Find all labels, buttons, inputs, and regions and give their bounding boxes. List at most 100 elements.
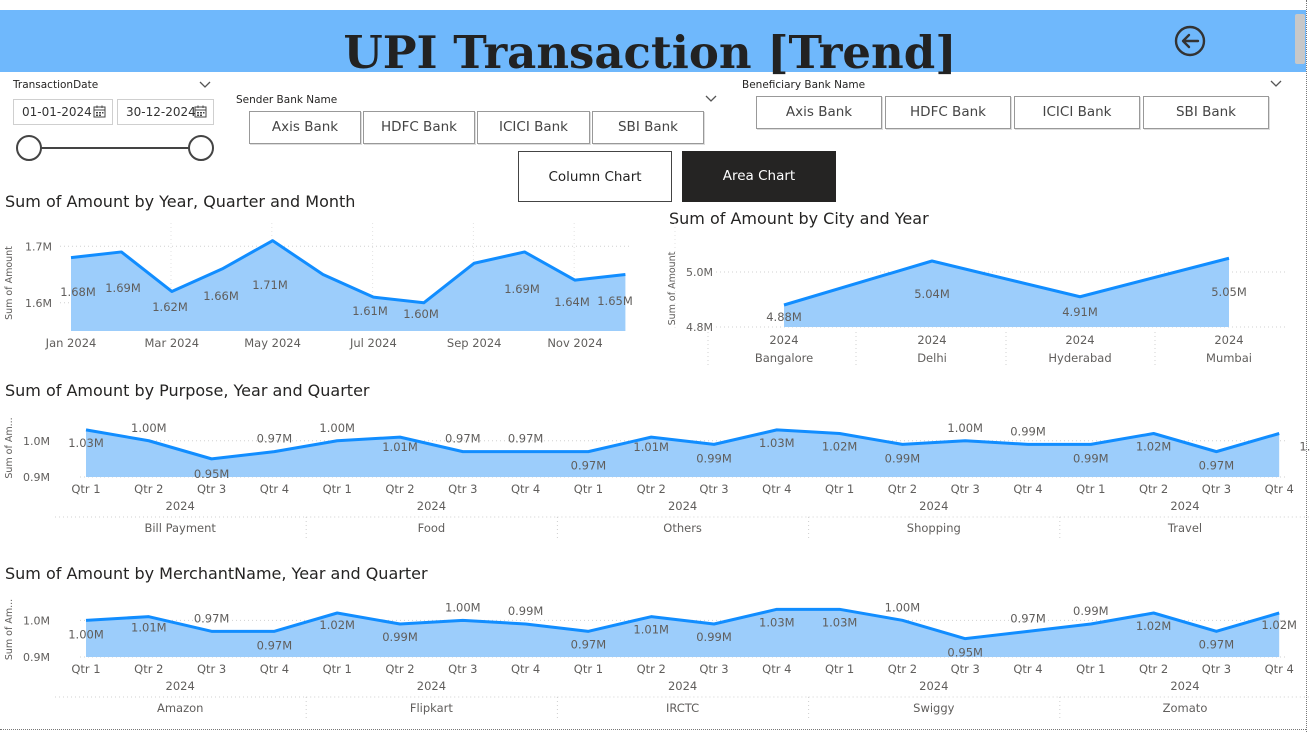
data-label: 1.01M bbox=[633, 623, 669, 637]
sender-bank-option[interactable]: ICICI Bank bbox=[477, 111, 590, 144]
x-group-label: Swiggy bbox=[913, 701, 955, 715]
x-category-label: Bangalore bbox=[755, 351, 813, 365]
x-tick-label: Qtr 3 bbox=[448, 662, 477, 676]
x-year-label: 2024 bbox=[166, 679, 195, 693]
x-tick-label: Qtr 1 bbox=[825, 662, 854, 676]
header-banner: UPI Transaction [Trend] bbox=[0, 10, 1306, 79]
data-label: 1.66M bbox=[203, 289, 239, 303]
data-label: 1.00M bbox=[68, 627, 104, 641]
area-fill bbox=[784, 258, 1229, 327]
y-tick-label: 0.9M bbox=[23, 471, 50, 484]
x-tick-label: Qtr 3 bbox=[1202, 482, 1231, 496]
sender-bank-option[interactable]: Axis Bank bbox=[249, 111, 361, 144]
column-chart-button[interactable]: Column Chart bbox=[518, 151, 672, 202]
data-label: 1.01M bbox=[633, 440, 669, 454]
y-tick-label: 0.9M bbox=[23, 651, 50, 664]
x-year-label: 2024 bbox=[919, 499, 948, 513]
calendar-icon[interactable] bbox=[93, 105, 106, 118]
data-label: 0.95M bbox=[947, 646, 983, 660]
data-label: 1.00M bbox=[947, 421, 983, 435]
beneficiary-bank-option[interactable]: SBI Bank bbox=[1143, 96, 1269, 129]
x-tick-label: Qtr 3 bbox=[951, 482, 980, 496]
data-label: 1.61M bbox=[352, 304, 388, 318]
data-label: 0.95M bbox=[194, 467, 230, 481]
beneficiary-bank-option[interactable]: HDFC Bank bbox=[885, 96, 1011, 129]
x-tick-label: Qtr 3 bbox=[448, 482, 477, 496]
x-tick-label: 2024 bbox=[769, 333, 798, 347]
chevron-down-icon[interactable] bbox=[705, 95, 717, 103]
data-label: 1.02M bbox=[1136, 619, 1172, 633]
x-tick-label: Jul 2024 bbox=[349, 336, 397, 350]
data-label: 1.69M bbox=[504, 282, 540, 296]
chart-title-purpose: Sum of Amount by Purpose, Year and Quart… bbox=[5, 381, 370, 400]
data-label: 1.03M bbox=[759, 436, 795, 450]
x-tick-label: Qtr 4 bbox=[511, 482, 540, 496]
data-label: 0.99M bbox=[1073, 604, 1109, 618]
date-range-slider-track[interactable] bbox=[29, 147, 201, 149]
end-date-value: 30-12-2024 bbox=[126, 105, 196, 119]
x-tick-label: Qtr 3 bbox=[699, 662, 728, 676]
area-chart-by-month: 1.7M 1.6M Sum of Amount 1.68M 1.69M 1.62M 1.66… bbox=[4, 223, 676, 350]
data-label: 1.60M bbox=[403, 307, 439, 321]
date-range-end-handle[interactable] bbox=[188, 135, 214, 161]
area-chart-by-city: 5.0M 4.8M Sum of Amount 4.88M 5.04M 4.91M 5.05… bbox=[667, 251, 1285, 366]
beneficiary-bank-option[interactable]: ICICI Bank bbox=[1014, 96, 1140, 129]
end-date-input[interactable]: 30-12-2024 bbox=[117, 99, 214, 125]
data-label: 0.99M bbox=[885, 451, 921, 465]
data-label: 1.64M bbox=[554, 295, 590, 309]
x-tick-label: 2024 bbox=[1214, 333, 1243, 347]
back-button[interactable] bbox=[1174, 25, 1206, 57]
chart-title-city: Sum of Amount by City and Year bbox=[669, 209, 929, 228]
x-tick-label: Qtr 3 bbox=[699, 482, 728, 496]
x-tick-label: Nov 2024 bbox=[547, 336, 602, 350]
x-year-label: 2024 bbox=[668, 499, 697, 513]
calendar-icon[interactable] bbox=[194, 105, 207, 118]
sender-bank-slicer-title: Sender Bank Name bbox=[236, 94, 338, 106]
area-fill bbox=[71, 240, 626, 331]
x-group-label: Travel bbox=[1167, 521, 1202, 535]
data-label: 0.97M bbox=[194, 611, 230, 625]
x-tick-label: Qtr 2 bbox=[134, 662, 163, 676]
sender-bank-option[interactable]: SBI Bank bbox=[592, 111, 704, 144]
y-tick-label: 1.0M bbox=[23, 435, 50, 448]
chevron-down-icon[interactable] bbox=[199, 81, 211, 89]
x-tick-label: Qtr 2 bbox=[385, 662, 414, 676]
x-tick-label: Qtr 1 bbox=[825, 482, 854, 496]
beneficiary-bank-option[interactable]: Axis Bank bbox=[756, 96, 882, 129]
y-axis-title: Sum of Am... bbox=[4, 599, 15, 660]
scrollbar-thumb[interactable] bbox=[1295, 14, 1305, 64]
x-tick-label: Qtr 4 bbox=[1265, 662, 1294, 676]
x-tick-label: 2024 bbox=[917, 333, 946, 347]
x-category-label: Delhi bbox=[917, 351, 947, 365]
y-tick-label: 1.6M bbox=[25, 297, 52, 310]
start-date-value: 01-01-2024 bbox=[22, 105, 92, 119]
date-range-start-handle[interactable] bbox=[16, 135, 42, 161]
data-label: 0.97M bbox=[445, 432, 481, 446]
area-chart-button[interactable]: Area Chart bbox=[682, 151, 836, 202]
x-tick-label: Qtr 2 bbox=[888, 482, 917, 496]
chart-title-merchant: Sum of Amount by MerchantName, Year and … bbox=[5, 564, 428, 583]
data-label: 1.00M bbox=[885, 600, 921, 614]
x-group-label: Flipkart bbox=[410, 701, 454, 715]
area-chart-by-purpose: 1.0M 0.9M Sum of Am... 1.03M 1.00M 0.95M 0.97M… bbox=[4, 417, 1310, 539]
x-tick-label: Qtr 2 bbox=[1139, 662, 1168, 676]
chevron-down-icon[interactable] bbox=[1270, 80, 1282, 88]
start-date-input[interactable]: 01-01-2024 bbox=[13, 99, 113, 125]
y-tick-label: 1.0M bbox=[23, 614, 50, 627]
y-tick-label: 4.8M bbox=[686, 321, 713, 334]
x-category-label: Hyderabad bbox=[1048, 351, 1111, 365]
x-tick-label: Qtr 4 bbox=[762, 662, 791, 676]
data-label: 4.91M bbox=[1062, 305, 1098, 319]
data-label: 1.03M bbox=[68, 436, 104, 450]
sender-bank-option[interactable]: HDFC Bank bbox=[363, 111, 475, 144]
data-label: 5.05M bbox=[1211, 285, 1247, 299]
data-label: 1.01M bbox=[382, 440, 418, 454]
x-tick-label: 2024 bbox=[1065, 333, 1094, 347]
data-label: 1.00M bbox=[319, 421, 355, 435]
y-axis-title: Sum of Amount bbox=[4, 246, 15, 320]
x-tick-label: Mar 2024 bbox=[144, 336, 199, 350]
x-tick-label: May 2024 bbox=[244, 336, 301, 350]
y-tick-label: 5.0M bbox=[686, 266, 713, 279]
x-tick-label: Qtr 3 bbox=[1202, 662, 1231, 676]
x-tick-label: Qtr 2 bbox=[888, 662, 917, 676]
